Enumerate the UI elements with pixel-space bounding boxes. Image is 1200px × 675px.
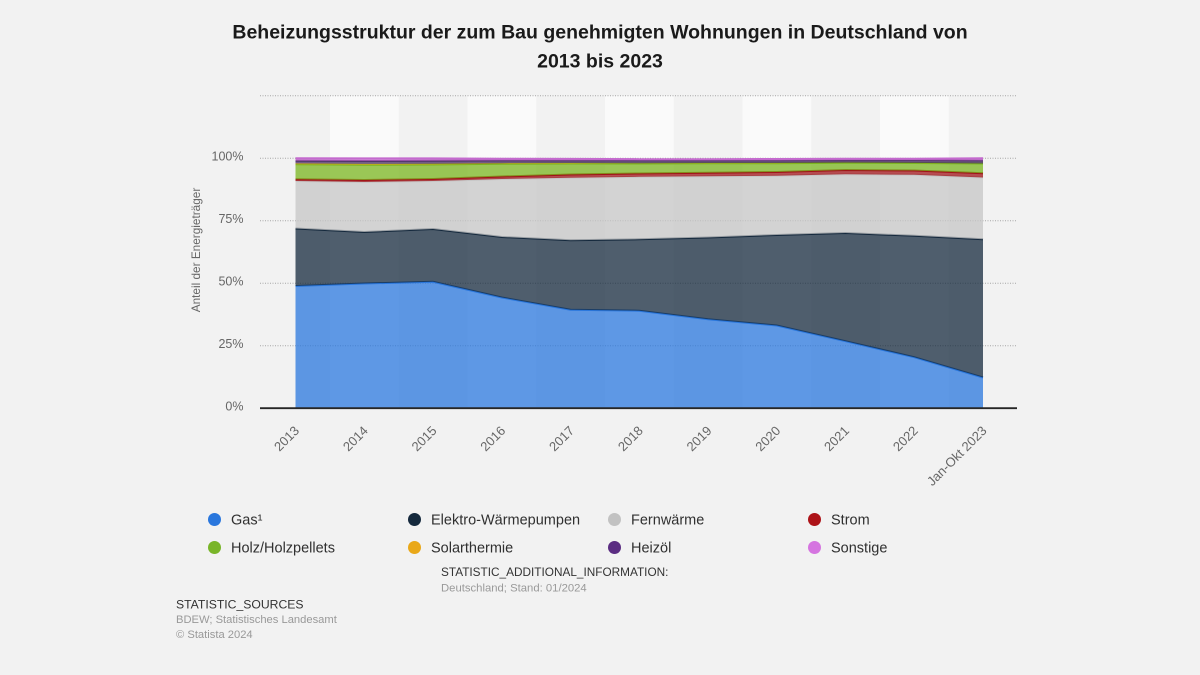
svg-text:100%: 100% bbox=[212, 150, 244, 164]
svg-text:Holz/Holzpellets: Holz/Holzpellets bbox=[231, 541, 335, 557]
svg-text:75%: 75% bbox=[218, 212, 243, 226]
svg-text:Elektro-Wärmepumpen: Elektro-Wärmepumpen bbox=[431, 513, 580, 529]
svg-text:Strom: Strom bbox=[831, 513, 870, 529]
svg-text:Beheizungsstruktur der zum Bau: Beheizungsstruktur der zum Bau genehmigt… bbox=[232, 22, 967, 44]
svg-text:Heizöl: Heizöl bbox=[631, 541, 671, 557]
svg-text:Solarthermie: Solarthermie bbox=[431, 541, 513, 557]
svg-text:BDEW; Statistisches Landesamt: BDEW; Statistisches Landesamt bbox=[176, 614, 338, 626]
svg-text:50%: 50% bbox=[218, 274, 243, 288]
svg-text:Fernwärme: Fernwärme bbox=[631, 513, 704, 529]
svg-text:25%: 25% bbox=[218, 337, 243, 351]
svg-text:2013 bis 2023: 2013 bis 2023 bbox=[537, 50, 663, 72]
svg-text:© Statista 2024: © Statista 2024 bbox=[176, 629, 253, 641]
svg-text:STATISTIC_ADDITIONAL_INFORMATI: STATISTIC_ADDITIONAL_INFORMATION: bbox=[441, 565, 668, 579]
svg-text:Sonstige: Sonstige bbox=[831, 541, 887, 557]
svg-text:Gas¹: Gas¹ bbox=[231, 513, 263, 529]
svg-text:Anteil der Energieträger: Anteil der Energieträger bbox=[189, 188, 203, 313]
svg-text:STATISTIC_SOURCES: STATISTIC_SOURCES bbox=[176, 598, 304, 612]
svg-text:Deutschland; Stand: 01/2024: Deutschland; Stand: 01/2024 bbox=[441, 583, 587, 595]
svg-text:0%: 0% bbox=[225, 399, 243, 413]
